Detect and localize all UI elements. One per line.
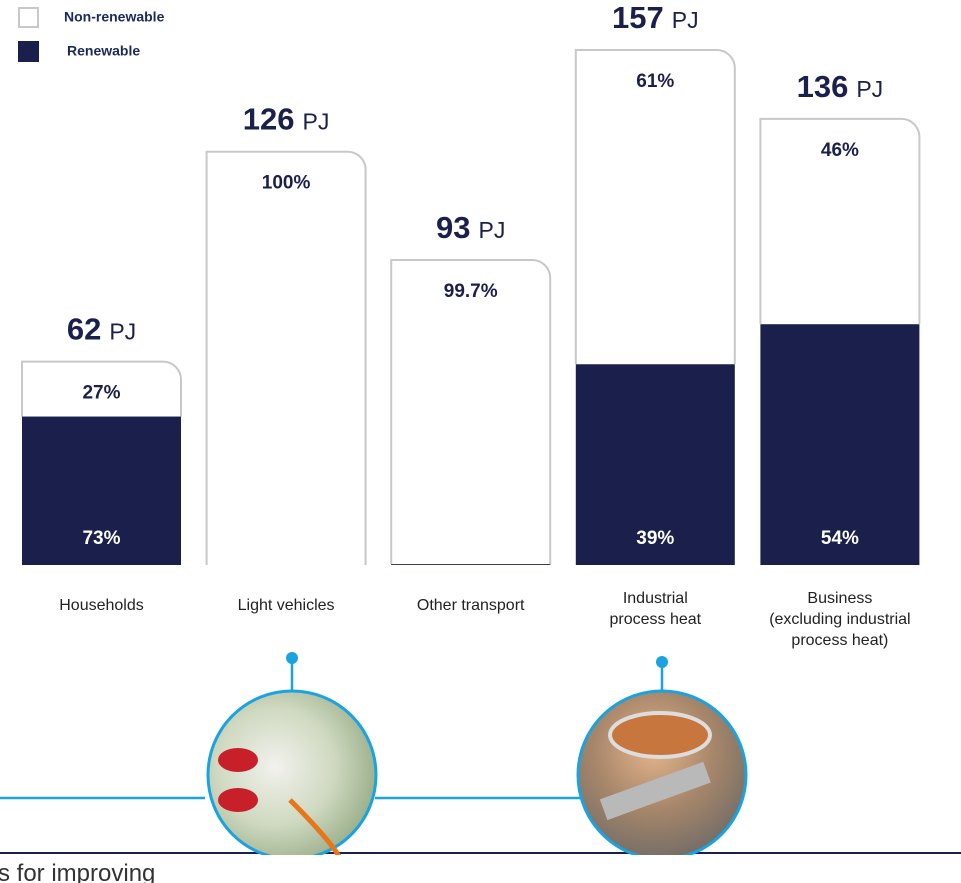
photo-detail [599, 761, 711, 821]
value-label: 73% [82, 528, 120, 549]
total-label: 62 PJ [67, 312, 136, 347]
photo-ev [206, 689, 378, 861]
mask [0, 855, 961, 883]
value-label: 27% [82, 383, 120, 404]
photo-detail [608, 711, 712, 759]
footer-text: s for improving [0, 860, 155, 883]
category-label: Light vehicles [237, 597, 335, 614]
total-value: 62 [67, 312, 101, 347]
bar-segment [21, 360, 182, 417]
bar-segment [22, 416, 181, 565]
total-unit: PJ [856, 76, 883, 102]
connector-dot [656, 656, 668, 668]
photo-detail [218, 748, 258, 772]
total-value: 157 [612, 0, 664, 35]
photo-detail [288, 798, 343, 860]
legend-label: Renewable [67, 43, 140, 59]
total-unit: PJ [479, 217, 506, 243]
value-label: 61% [636, 71, 674, 92]
legend-swatch [18, 7, 39, 28]
connector-dot [286, 652, 298, 664]
category-label: Industrial process heat [609, 590, 702, 628]
value-label: 39% [636, 528, 674, 549]
value-label: 99.7% [444, 281, 498, 302]
legend-label: Non-renewable [64, 9, 165, 25]
total-value: 126 [243, 102, 295, 137]
bar-segment [759, 117, 921, 325]
category-label: Households [59, 597, 144, 614]
total-label: 157 PJ [612, 0, 699, 35]
total-value: 93 [436, 210, 470, 245]
legend-swatch [18, 41, 39, 62]
total-label: 136 PJ [797, 69, 884, 104]
total-label: 126 PJ [243, 102, 330, 137]
value-label: 46% [821, 140, 859, 161]
photo-detail [218, 788, 258, 812]
value-label: 100% [262, 173, 311, 194]
bar-segment [205, 150, 367, 565]
bar-segment [760, 324, 920, 565]
bar-segment [574, 49, 736, 365]
category-label: Other transport [416, 597, 525, 614]
bar-segment [575, 364, 735, 565]
category-label: Business (excluding industrial process h… [769, 590, 911, 649]
total-value: 136 [797, 69, 849, 104]
total-unit: PJ [109, 319, 136, 345]
bar-segment [390, 258, 552, 565]
total-unit: PJ [672, 7, 699, 33]
total-label: 93 PJ [436, 210, 505, 245]
total-unit: PJ [303, 109, 330, 135]
value-label: 54% [821, 528, 859, 549]
